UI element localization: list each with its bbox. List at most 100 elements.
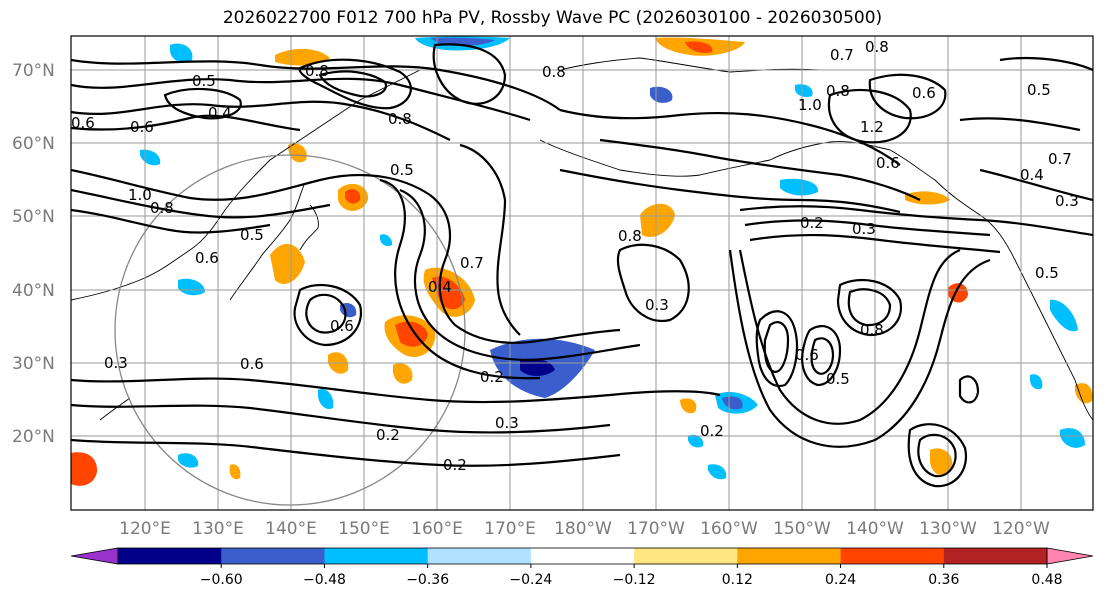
contour-label: 0.6 [795,346,819,364]
lat-label: 50°N [12,207,55,227]
lon-label: 130°W [919,519,977,539]
positive-anomaly-region [270,243,305,284]
contour-label: 0.3 [495,414,519,432]
contour-label: 0.4 [1020,166,1044,184]
negative-anomaly-region [1060,428,1085,448]
contour-label: 0.6 [195,249,219,267]
lon-label: 120°E [119,519,171,539]
negative-anomaly-region [722,396,743,410]
colorbar-tick-label: 0.24 [825,572,856,588]
contour-label: 0.6 [130,118,154,136]
colorbar-tick-label: −0.36 [406,572,449,588]
negative-anomaly-region [688,434,704,448]
contour-label: 0.4 [208,104,232,122]
highlight-circle [114,154,466,506]
contour-label: 0.2 [480,368,504,386]
contour-label: 0.8 [150,199,174,217]
colorbar-tick-label: −0.24 [509,572,552,588]
colorbar: −0.60 −0.48 −0.36 −0.24 −0.12 0.12 0.24 0.36 0.4… [70,547,1094,588]
colorbar-tick-label: −0.60 [200,572,243,588]
colorbar-segment [943,548,1048,564]
colorbar-tick-label: −0.48 [303,572,346,588]
colorbar-outline [117,547,1048,565]
contour-label: 0.5 [1027,81,1051,99]
negative-anomaly-region [1050,299,1078,332]
colorbar-tick-label: 0.48 [1031,572,1062,588]
contour-label: 0.8 [542,63,566,81]
positive-anomaly-region [930,448,953,476]
contour-label: 0.2 [376,426,400,444]
lon-label: 140°E [265,519,317,539]
positive-anomaly-region [905,191,950,205]
negative-anomaly-region [1030,374,1043,390]
positive-anomaly-region [229,464,241,480]
negative-anomaly-region [795,84,813,98]
positive-anomaly-region [393,363,413,384]
map-frame [70,35,1094,511]
contour-label: 0.3 [104,354,128,372]
positive-anomaly-region [288,143,307,163]
negative-anomaly-region [170,43,193,63]
latitude-axis: 70°N 60°N 50°N 40°N 30°N 20°N [12,61,55,447]
positive-anomaly-region [685,41,713,53]
contour-label: 0.8 [305,62,329,80]
colorbar-segment [427,548,532,564]
contour-label: 0.7 [830,46,854,64]
lat-label: 40°N [12,281,55,301]
contour-label: 0.8 [826,82,850,100]
lat-label: 60°N [12,134,55,154]
colorbar-segment [324,548,429,564]
lon-label: 150°E [338,519,390,539]
negative-anomaly-region [178,278,205,296]
contour-label: 0.5 [1035,264,1059,282]
lat-label: 30°N [12,354,55,374]
contour-label: 0.6 [912,84,936,102]
lon-label: 160°E [411,519,463,539]
lon-label: 120°W [992,519,1050,539]
positive-anomaly-region [71,452,98,486]
contour-label: 0.7 [1048,150,1072,168]
lon-label: 180°W [554,519,612,539]
pv-contours [71,43,1093,488]
contour-label: 0.8 [388,110,412,128]
lon-label: 130°E [192,519,244,539]
lon-label: 140°W [846,519,904,539]
colorbar-tick-label: −0.12 [613,572,656,588]
colorbar-tick-label: 0.36 [928,572,959,588]
colorbar-extend-low [70,547,119,565]
contour-label: 0.5 [390,161,414,179]
negative-anomaly-region [780,178,819,196]
contour-label: 0.8 [860,321,884,339]
contour-label: 0.6 [71,114,95,132]
contour-label: 0.5 [826,370,850,388]
contour-label: 0.5 [240,226,264,244]
colorbar-segment [840,548,945,564]
colorbar-segment [221,548,325,564]
lat-label: 70°N [12,61,55,81]
contour-label: 0.3 [852,220,876,238]
contour-label: 0.4 [428,278,452,296]
longitude-axis: 120°E 130°E 140°E 150°E 160°E 170°E 180°… [119,519,1050,539]
colorbar-extend-high [1046,547,1094,565]
contour-label: 0.6 [330,317,354,335]
positive-anomaly-region [680,398,697,414]
colorbar-segment [118,548,222,564]
negative-anomaly-region [178,453,199,468]
contour-label: 0.7 [460,254,484,272]
lon-label: 150°W [773,519,831,539]
contour-label: 0.2 [443,456,467,474]
contour-label: 1.2 [860,118,884,136]
coastlines [71,57,1093,421]
contour-label: 0.6 [240,355,264,373]
colorbar-segment [737,548,842,564]
contour-label: 0.5 [192,72,216,90]
positive-anomaly-region [345,189,361,204]
contour-label: 0.3 [1055,192,1079,210]
positive-anomaly-region [640,203,675,238]
contour-label: 0.8 [865,38,889,56]
contour-label: 1.0 [798,96,822,114]
lon-label: 170°E [484,519,536,539]
colorbar-tick-label: 0.12 [722,572,753,588]
positive-anomaly-region [1075,383,1093,404]
